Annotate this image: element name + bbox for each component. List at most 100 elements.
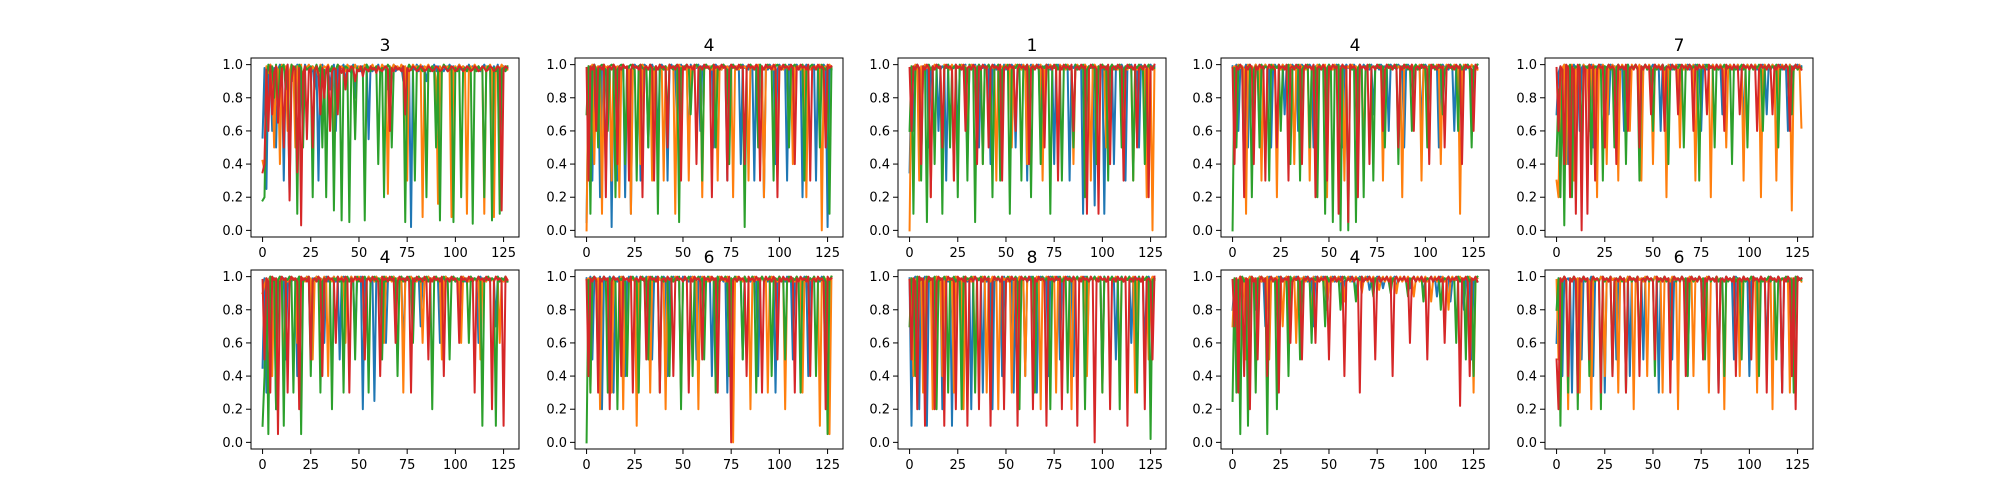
y-tick-label: 0.8	[546, 303, 567, 318]
y-tick-label: 0.8	[546, 91, 567, 106]
series-group	[261, 63, 509, 229]
x-tick-label: 75	[1369, 458, 1386, 473]
y-tick-label: 0.2	[546, 403, 567, 418]
x-tick-label: 50	[1321, 458, 1338, 473]
y-tick-label: 1.0	[222, 270, 243, 285]
y-tick-label: 0.8	[222, 303, 243, 318]
subplot-title: 6	[1674, 248, 1685, 268]
y-tick-label: 1.0	[1516, 58, 1537, 73]
y-tick-label: 0.4	[1516, 158, 1537, 173]
x-tick-label: 25	[949, 246, 966, 261]
x-tick-label: 75	[399, 246, 416, 261]
x-tick-label: 50	[1645, 246, 1662, 261]
y-tick-label: 0.6	[869, 336, 890, 351]
x-tick-label: 125	[1138, 458, 1163, 473]
x-tick-label: 0	[258, 246, 266, 261]
y-tick-label: 0.6	[222, 124, 243, 139]
x-tick-label: 100	[1413, 458, 1438, 473]
x-tick-label: 0	[1228, 246, 1236, 261]
x-tick-label: 0	[905, 458, 913, 473]
y-tick-label: 0.0	[222, 224, 243, 239]
x-tick-label: 50	[351, 246, 368, 261]
x-tick-label: 100	[1737, 246, 1762, 261]
y-tick-label: 0.4	[222, 370, 243, 385]
y-tick-label: 0.2	[222, 191, 243, 206]
y-tick-label: 0.2	[546, 191, 567, 206]
series-line-4	[261, 63, 509, 227]
subplot-title: 1	[1027, 36, 1038, 56]
x-tick-label: 75	[1693, 246, 1710, 261]
y-tick-label: 0.6	[546, 336, 567, 351]
x-tick-label: 100	[443, 246, 468, 261]
subplot-4: 0 25 50 75 100 125 0.0 0.2 0.4 0.6 0.8 1.0 4	[1192, 36, 1490, 261]
y-tick-label: 0.0	[1192, 436, 1213, 451]
y-tick-label: 0.6	[1516, 124, 1537, 139]
x-tick-label: 25	[1272, 458, 1289, 473]
y-tick-label: 0.0	[1192, 224, 1213, 239]
axes-frame	[897, 57, 1167, 238]
x-tick-label: 75	[399, 458, 416, 473]
x-tick-label: 0	[1552, 458, 1560, 473]
x-tick-label: 125	[1138, 246, 1163, 261]
series-line-4	[1231, 275, 1479, 411]
y-tick-label: 0.2	[1192, 403, 1213, 418]
y-tick-label: 0.0	[869, 436, 890, 451]
subplot-7: 0 25 50 75 100 125 0.0 0.2 0.4 0.6 0.8 1.0 6	[546, 248, 844, 473]
y-tick-label: 0.0	[546, 436, 567, 451]
subplot-2: 0 25 50 75 100 125 0.0 0.2 0.4 0.6 0.8 1.0 4	[546, 36, 844, 261]
x-tick-label: 75	[1046, 246, 1063, 261]
series-line-4	[1555, 275, 1803, 411]
y-tick-label: 1.0	[1516, 270, 1537, 285]
x-tick-label: 100	[1090, 458, 1115, 473]
subplot-3: 0 25 50 75 100 125 0.0 0.2 0.4 0.6 0.8 1.0 1	[869, 36, 1167, 261]
x-tick-label: 25	[302, 246, 319, 261]
x-tick-label: 125	[1461, 246, 1486, 261]
x-tick-label: 0	[582, 458, 590, 473]
x-tick-label: 100	[443, 458, 468, 473]
y-tick-label: 0.8	[1192, 91, 1213, 106]
y-tick-label: 0.4	[546, 158, 567, 173]
y-tick-label: 0.2	[222, 403, 243, 418]
subplot-title: 6	[704, 248, 715, 268]
y-tick-label: 0.0	[1516, 224, 1537, 239]
series-group	[908, 63, 1156, 232]
series-line-3	[908, 63, 1156, 224]
y-tick-label: 0.2	[1516, 403, 1537, 418]
x-tick-label: 125	[815, 458, 840, 473]
series-line-4	[1555, 63, 1803, 232]
x-tick-label: 25	[1596, 246, 1613, 261]
subplot-title: 4	[1350, 248, 1361, 268]
y-tick-label: 0.6	[546, 124, 567, 139]
x-tick-label: 0	[258, 458, 266, 473]
y-tick-label: 0.8	[1192, 303, 1213, 318]
y-tick-label: 0.8	[869, 91, 890, 106]
x-tick-label: 75	[723, 246, 740, 261]
x-tick-label: 50	[1321, 246, 1338, 261]
x-tick-label: 125	[491, 246, 516, 261]
x-tick-label: 100	[767, 246, 792, 261]
x-tick-label: 25	[302, 458, 319, 473]
y-tick-label: 0.6	[1192, 336, 1213, 351]
series-line-4	[1231, 63, 1479, 224]
y-tick-label: 0.0	[869, 224, 890, 239]
y-tick-label: 0.4	[222, 158, 243, 173]
x-tick-label: 0	[1228, 458, 1236, 473]
y-tick-label: 0.6	[1516, 336, 1537, 351]
y-tick-label: 0.0	[222, 436, 243, 451]
y-tick-label: 0.4	[1516, 370, 1537, 385]
x-tick-label: 100	[1737, 458, 1762, 473]
x-tick-label: 0	[905, 246, 913, 261]
subplot-title: 7	[1674, 36, 1685, 56]
x-tick-label: 50	[1645, 458, 1662, 473]
y-tick-label: 0.2	[1516, 191, 1537, 206]
axes-frame	[250, 269, 520, 450]
y-tick-label: 1.0	[1192, 270, 1213, 285]
x-tick-label: 25	[949, 458, 966, 473]
y-tick-label: 1.0	[869, 58, 890, 73]
x-tick-label: 0	[582, 246, 590, 261]
x-tick-label: 50	[998, 246, 1015, 261]
series-group	[1231, 275, 1479, 436]
y-tick-label: 0.8	[869, 303, 890, 318]
y-tick-label: 0.4	[869, 370, 890, 385]
y-tick-label: 0.4	[1192, 158, 1213, 173]
